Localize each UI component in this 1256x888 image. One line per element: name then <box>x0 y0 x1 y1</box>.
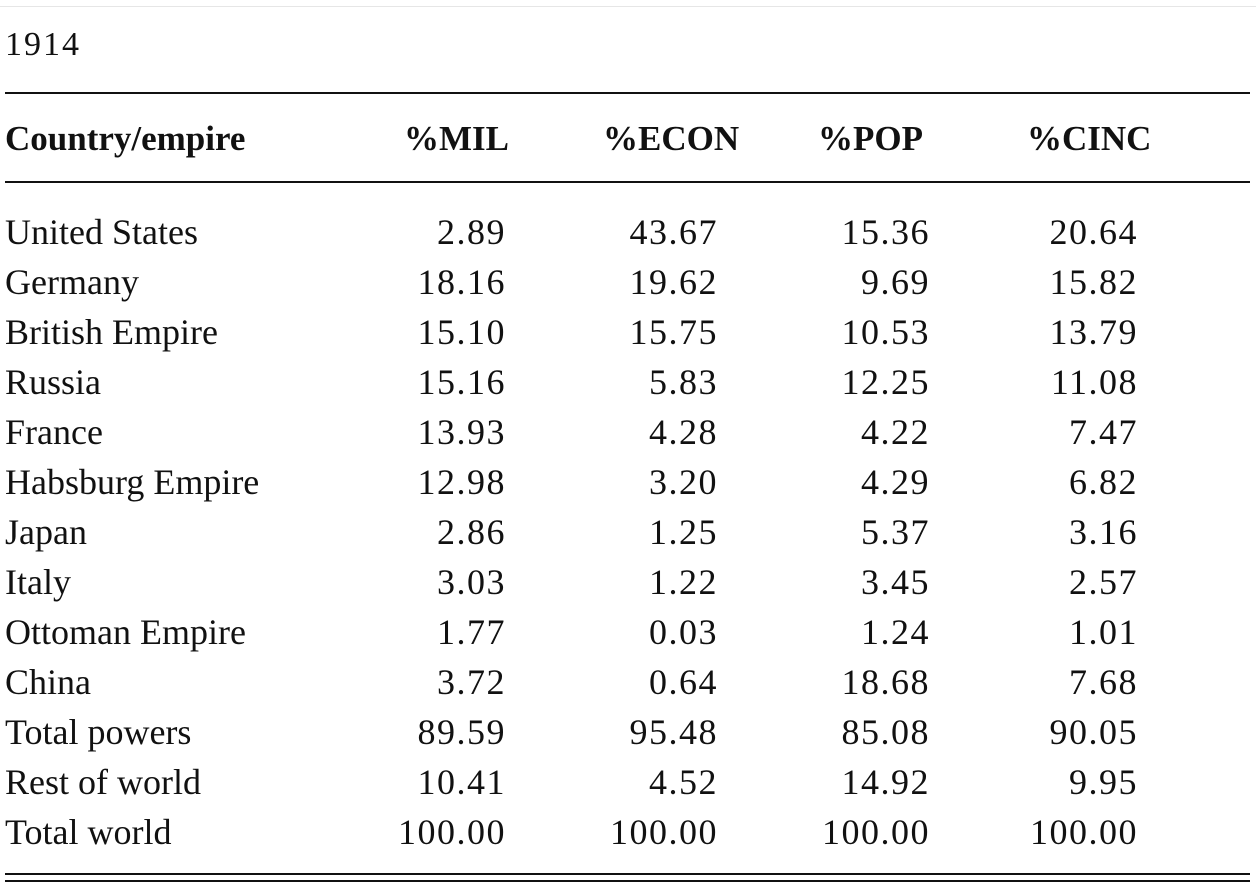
econ-value: 4.28 <box>649 412 718 452</box>
country-name: Total powers <box>5 712 192 752</box>
mil-value: 100.00 <box>398 812 506 852</box>
pop-value: 3.45 <box>861 562 930 602</box>
country-name: British Empire <box>5 312 218 352</box>
pop-value: 14.92 <box>841 762 930 802</box>
econ-value: 95.48 <box>629 712 718 752</box>
top-divider <box>0 6 1256 7</box>
table-row: Rest of world 10.41 4.52 14.92 9.95 <box>0 760 1256 810</box>
cinc-value: 13.79 <box>1049 312 1138 352</box>
table-row: Habsburg Empire 12.98 3.20 4.29 6.82 <box>0 460 1256 510</box>
pop-value: 10.53 <box>841 312 930 352</box>
econ-value: 43.67 <box>629 212 718 252</box>
pop-value: 4.22 <box>861 412 930 452</box>
mil-value: 18.16 <box>417 262 506 302</box>
econ-value: 100.00 <box>610 812 718 852</box>
econ-value: 0.64 <box>649 662 718 702</box>
econ-value: 15.75 <box>629 312 718 352</box>
cinc-value: 2.57 <box>1069 562 1138 602</box>
cinc-value: 7.68 <box>1069 662 1138 702</box>
pop-value: 4.29 <box>861 462 930 502</box>
table-row: Total powers 89.59 95.48 85.08 90.05 <box>0 710 1256 760</box>
mil-value: 15.16 <box>417 362 506 402</box>
column-header-cinc: %CINC <box>1027 119 1152 158</box>
country-name: China <box>5 662 91 702</box>
country-name: Habsburg Empire <box>5 462 260 502</box>
econ-value: 19.62 <box>629 262 718 302</box>
mil-value: 10.41 <box>417 762 506 802</box>
country-name: Rest of world <box>5 762 201 802</box>
table-row: British Empire 15.10 15.75 10.53 13.79 <box>0 310 1256 360</box>
country-name: Russia <box>5 362 102 402</box>
econ-value: 1.22 <box>649 562 718 602</box>
country-name: France <box>5 412 103 452</box>
econ-value: 5.83 <box>649 362 718 402</box>
country-name: Germany <box>5 262 139 302</box>
cinc-value: 20.64 <box>1049 212 1138 252</box>
econ-value: 1.25 <box>649 512 718 552</box>
pop-value: 18.68 <box>841 662 930 702</box>
country-name: Total world <box>5 812 172 852</box>
table-top-rule <box>5 92 1250 94</box>
table-bottom-rule-lower <box>5 880 1250 882</box>
mil-value: 13.93 <box>417 412 506 452</box>
cinc-value: 7.47 <box>1069 412 1138 452</box>
table-body: United States 2.89 43.67 15.36 20.64 Ger… <box>0 210 1256 860</box>
table-row: Germany 18.16 19.62 9.69 15.82 <box>0 260 1256 310</box>
table-bottom-rule-upper <box>5 873 1250 875</box>
column-header-econ: %ECON <box>603 119 740 158</box>
cinc-value: 1.01 <box>1069 612 1138 652</box>
country-name: Japan <box>5 512 87 552</box>
table-row: Total world 100.00 100.00 100.00 100.00 <box>0 810 1256 860</box>
table-row: United States 2.89 43.67 15.36 20.64 <box>0 210 1256 260</box>
mil-value: 15.10 <box>417 312 506 352</box>
table-row: Japan 2.86 1.25 5.37 3.16 <box>0 510 1256 560</box>
pop-value: 1.24 <box>861 612 930 652</box>
cinc-value: 90.05 <box>1049 712 1138 752</box>
pop-value: 85.08 <box>841 712 930 752</box>
mil-value: 12.98 <box>417 462 506 502</box>
mil-value: 89.59 <box>417 712 506 752</box>
column-header-pop: %POP <box>818 119 923 158</box>
table-row: China 3.72 0.64 18.68 7.68 <box>0 660 1256 710</box>
table-row: Italy 3.03 1.22 3.45 2.57 <box>0 560 1256 610</box>
table-row: Ottoman Empire 1.77 0.03 1.24 1.01 <box>0 610 1256 660</box>
econ-value: 3.20 <box>649 462 718 502</box>
mil-value: 2.86 <box>437 512 506 552</box>
column-header-country: Country/empire <box>5 119 246 158</box>
pop-value: 9.69 <box>861 262 930 302</box>
cinc-value: 11.08 <box>1050 362 1138 402</box>
cinc-value: 3.16 <box>1069 512 1138 552</box>
pop-value: 15.36 <box>841 212 930 252</box>
mil-value: 2.89 <box>437 212 506 252</box>
pop-value: 5.37 <box>861 512 930 552</box>
econ-value: 0.03 <box>649 612 718 652</box>
country-name: Italy <box>5 562 71 602</box>
cinc-value: 6.82 <box>1069 462 1138 502</box>
table-row: Russia 15.16 5.83 12.25 11.08 <box>0 360 1256 410</box>
mil-value: 1.77 <box>437 612 506 652</box>
table-row: France 13.93 4.28 4.22 7.47 <box>0 410 1256 460</box>
country-name: United States <box>5 212 198 252</box>
table-year-caption: 1914 <box>5 26 81 63</box>
pop-value: 100.00 <box>822 812 930 852</box>
cinc-value: 9.95 <box>1069 762 1138 802</box>
mil-value: 3.72 <box>437 662 506 702</box>
cinc-value: 15.82 <box>1049 262 1138 302</box>
pop-value: 12.25 <box>841 362 930 402</box>
mil-value: 3.03 <box>437 562 506 602</box>
econ-value: 4.52 <box>649 762 718 802</box>
country-name: Ottoman Empire <box>5 612 246 652</box>
header-bottom-rule <box>5 181 1250 183</box>
column-header-mil: %MIL <box>404 119 509 158</box>
cinc-value: 100.00 <box>1030 812 1138 852</box>
